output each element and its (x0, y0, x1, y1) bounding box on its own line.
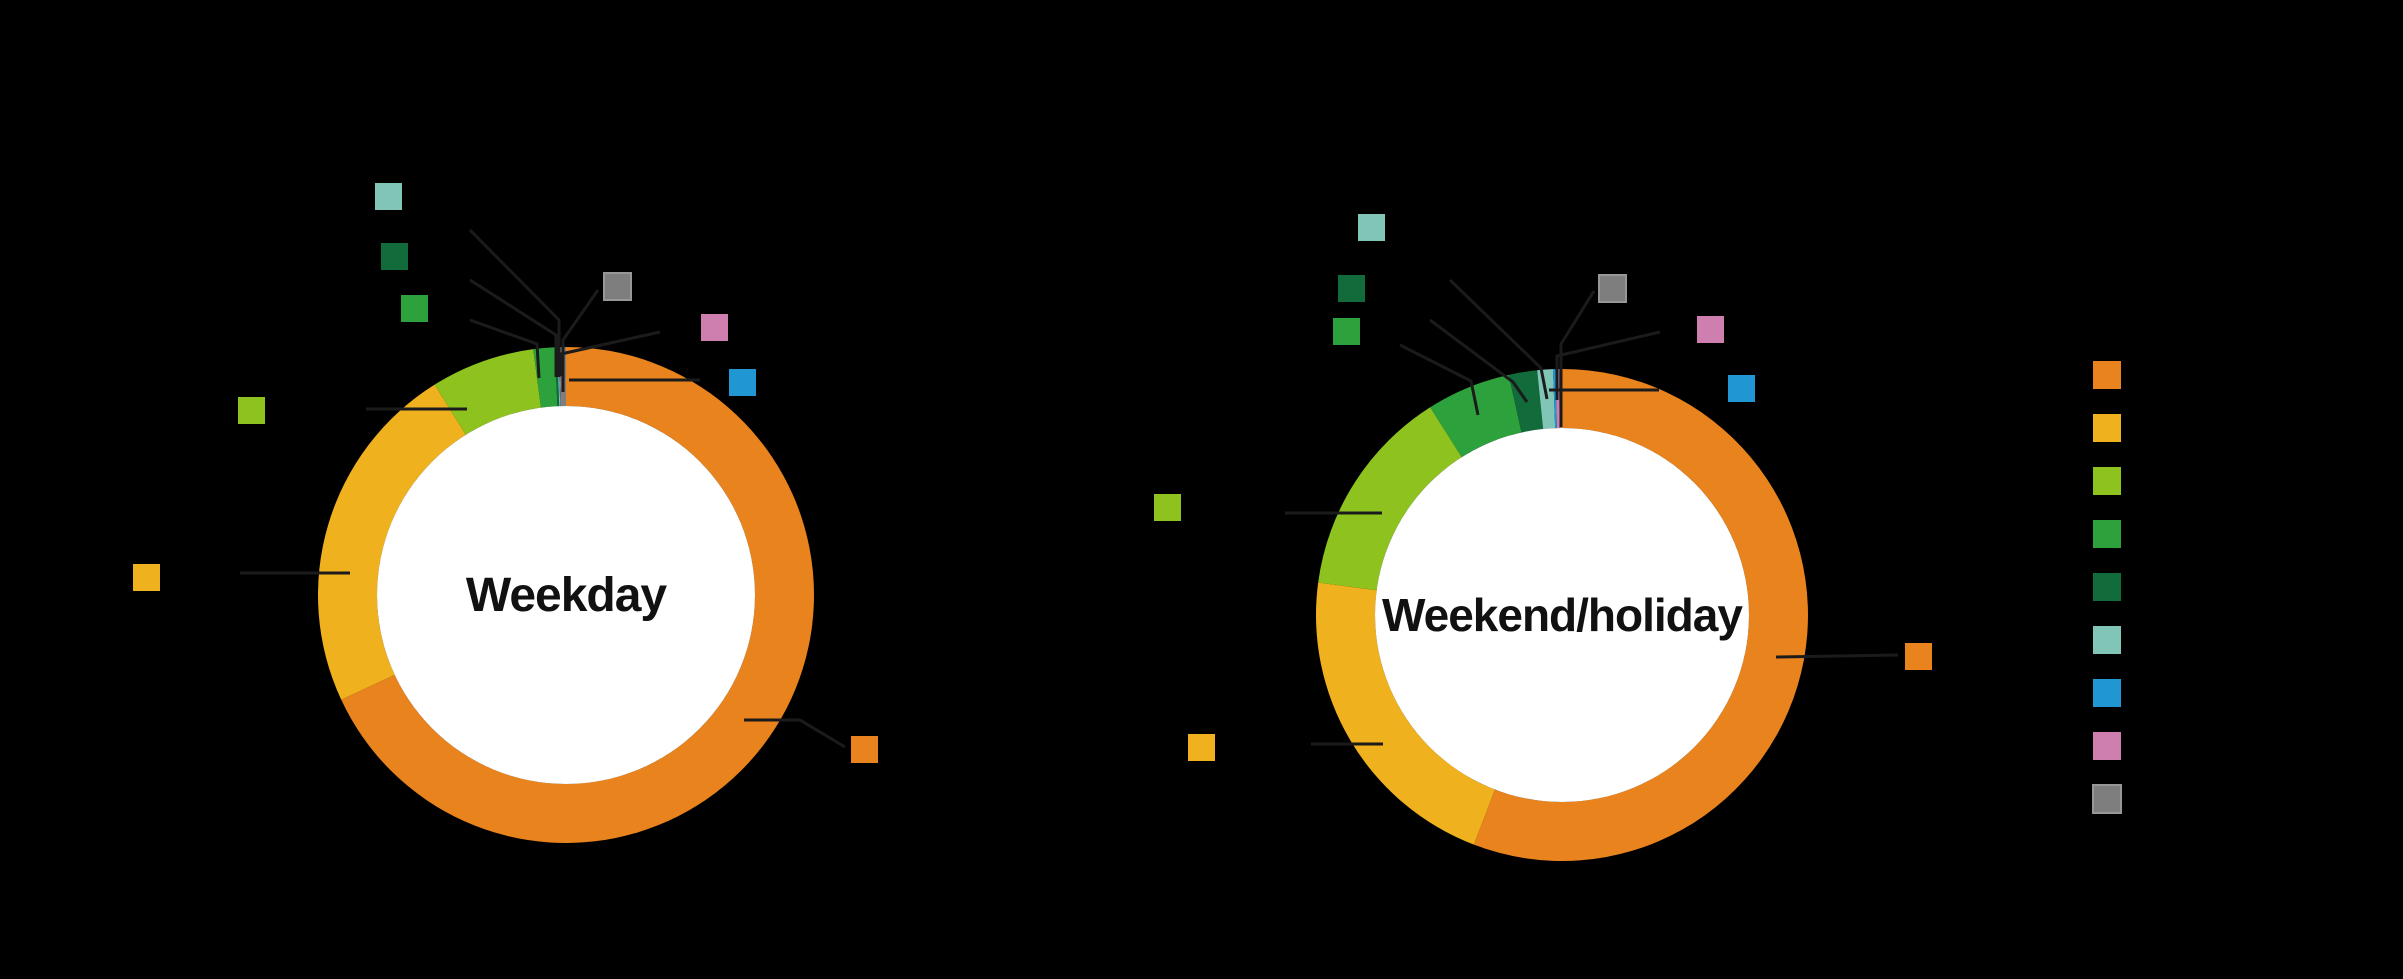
legend-swatch-orange (2093, 361, 2121, 389)
weekday-leader-dark-green (469, 278, 558, 377)
legend (2092, 361, 2122, 814)
legend-swatch-blue (2093, 679, 2121, 707)
weekday-callout-square-gray (603, 272, 632, 301)
weekend-segment-blue (1552, 369, 1557, 429)
weekend-segment-green (1430, 374, 1522, 458)
weekday-segment-gold (318, 384, 466, 700)
legend-swatch-gold (2093, 414, 2121, 442)
weekday-leader-pink (559, 330, 661, 376)
weekday-donut: Weekday (133, 183, 878, 844)
weekend-callout-square-dark-green (1338, 275, 1365, 302)
weekday-leader-orange (744, 718, 846, 749)
weekend-callout-square-pink (1697, 316, 1724, 343)
weekday-callout-square-dark-green (381, 243, 408, 270)
weekday-leader-green (469, 318, 541, 379)
legend-swatch-dark-green (2093, 573, 2121, 601)
weekend-callout-square-gray (1598, 274, 1627, 303)
weekday-callout-square-pink (701, 314, 728, 341)
weekend-leader-pink (1555, 330, 1661, 400)
weekend-leader-dark-green (1429, 318, 1529, 403)
weekday-leader-gray (561, 289, 600, 392)
weekend-leader-teal (1448, 278, 1549, 400)
legend-swatch-yellow-green (2093, 467, 2121, 495)
weekend-callout-square-teal (1358, 214, 1385, 241)
weekday-leader-teal (468, 228, 561, 377)
weekend-callout-square-yellow-green (1154, 494, 1181, 521)
weekend-callout-square-gold (1188, 734, 1215, 761)
legend-swatch-green (2093, 520, 2121, 548)
weekday-callout-square-yellow-green (238, 397, 265, 424)
weekday-segment-yellow-green (434, 349, 542, 435)
weekend-segment-gold (1316, 582, 1495, 845)
weekday-donut-hole (377, 406, 755, 784)
weekday-callout-square-green (401, 295, 428, 322)
weekend-donut-hole (1375, 428, 1749, 802)
weekend-leader-green (1399, 343, 1480, 416)
legend-swatch-pink (2093, 732, 2121, 760)
weekday-callout-square-orange (851, 736, 878, 763)
weekend-callout-square-orange (1905, 643, 1932, 670)
legend-swatch-gray (2092, 784, 2122, 814)
weekend-segment-yellow-green (1318, 407, 1462, 591)
weekday-callout-square-blue (729, 369, 756, 396)
weekend-center-label: Weekend/holiday (1382, 589, 1743, 641)
weekday-center-label: Weekday (466, 569, 668, 622)
weekday-callout-square-gold (133, 564, 160, 591)
weekend-leader-orange (1775, 653, 1899, 659)
weekday-callout-square-teal (375, 183, 402, 210)
weekend-segment-orange (1473, 369, 1809, 862)
weekend-donut: Weekend/holiday (1154, 214, 1932, 862)
weekend-leader-gray (1559, 290, 1596, 427)
weekend-callout-square-blue (1728, 375, 1755, 402)
weekend-callout-square-green (1333, 318, 1360, 345)
legend-swatch-teal (2093, 626, 2121, 654)
